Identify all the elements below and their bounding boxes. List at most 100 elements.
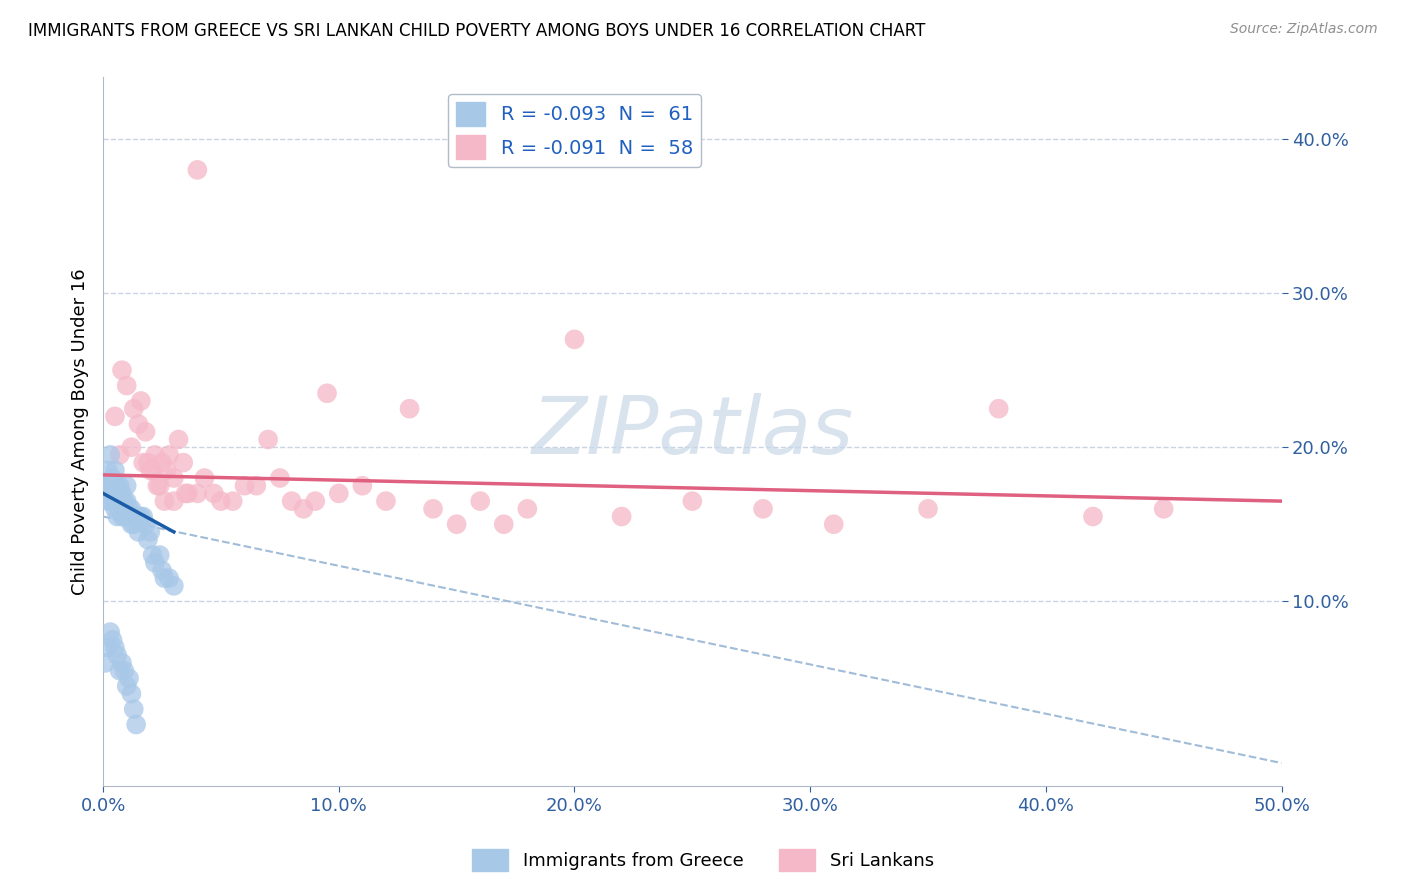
Point	[108, 486, 131, 500]
Point	[328, 486, 350, 500]
Point	[122, 702, 145, 716]
Point	[135, 425, 157, 439]
Point	[129, 394, 152, 409]
Point	[280, 494, 302, 508]
Point	[105, 479, 128, 493]
Point	[104, 494, 127, 508]
Point	[157, 448, 180, 462]
Point	[492, 517, 515, 532]
Point	[115, 679, 138, 693]
Point	[118, 509, 141, 524]
Point	[108, 501, 131, 516]
Point	[127, 524, 149, 539]
Point	[104, 463, 127, 477]
Point	[115, 494, 138, 508]
Point	[105, 509, 128, 524]
Point	[233, 479, 256, 493]
Point	[149, 548, 172, 562]
Point	[112, 664, 135, 678]
Point	[101, 471, 124, 485]
Point	[111, 494, 134, 508]
Point	[125, 509, 148, 524]
Point	[987, 401, 1010, 416]
Point	[186, 486, 208, 500]
Point	[127, 417, 149, 431]
Point	[111, 486, 134, 500]
Point	[115, 509, 138, 524]
Point	[172, 456, 194, 470]
Point	[129, 509, 152, 524]
Point	[752, 501, 775, 516]
Point	[304, 494, 326, 508]
Point	[98, 625, 121, 640]
Point	[120, 517, 142, 532]
Point	[97, 494, 120, 508]
Point	[118, 501, 141, 516]
Point	[94, 479, 117, 493]
Point	[98, 448, 121, 462]
Point	[222, 494, 245, 508]
Point	[135, 517, 157, 532]
Point	[156, 463, 179, 477]
Point	[398, 401, 420, 416]
Legend: Immigrants from Greece, Sri Lankans: Immigrants from Greece, Sri Lankans	[465, 842, 941, 879]
Point	[245, 479, 267, 493]
Point	[142, 548, 165, 562]
Point	[101, 632, 124, 647]
Text: IMMIGRANTS FROM GREECE VS SRI LANKAN CHILD POVERTY AMONG BOYS UNDER 16 CORRELATI: IMMIGRANTS FROM GREECE VS SRI LANKAN CHI…	[28, 22, 925, 40]
Point	[118, 671, 141, 685]
Point	[422, 501, 444, 516]
Point	[104, 409, 127, 424]
Point	[470, 494, 492, 508]
Point	[97, 640, 120, 655]
Point	[108, 664, 131, 678]
Point	[142, 463, 165, 477]
Point	[125, 717, 148, 731]
Point	[122, 401, 145, 416]
Point	[112, 494, 135, 508]
Point	[122, 517, 145, 532]
Point	[316, 386, 339, 401]
Point	[115, 479, 138, 493]
Point	[143, 556, 166, 570]
Point	[136, 456, 159, 470]
Point	[101, 486, 124, 500]
Point	[132, 456, 155, 470]
Point	[516, 501, 538, 516]
Point	[108, 479, 131, 493]
Point	[112, 509, 135, 524]
Point	[120, 440, 142, 454]
Point	[1153, 501, 1175, 516]
Point	[111, 363, 134, 377]
Point	[150, 564, 173, 578]
Point	[823, 517, 845, 532]
Point	[153, 571, 176, 585]
Point	[163, 494, 186, 508]
Point	[681, 494, 703, 508]
Text: Source: ZipAtlas.com: Source: ZipAtlas.com	[1230, 22, 1378, 37]
Point	[105, 648, 128, 663]
Point	[917, 501, 939, 516]
Point	[122, 509, 145, 524]
Point	[193, 471, 215, 485]
Point	[202, 486, 225, 500]
Point	[132, 509, 155, 524]
Point	[127, 509, 149, 524]
Point	[120, 687, 142, 701]
Point	[139, 524, 162, 539]
Point	[1081, 509, 1104, 524]
Point	[101, 479, 124, 493]
Y-axis label: Child Poverty Among Boys Under 16: Child Poverty Among Boys Under 16	[72, 268, 89, 595]
Point	[292, 501, 315, 516]
Point	[139, 463, 162, 477]
Point	[120, 501, 142, 516]
Point	[94, 656, 117, 670]
Point	[143, 448, 166, 462]
Point	[446, 517, 468, 532]
Point	[352, 479, 374, 493]
Point	[104, 501, 127, 516]
Point	[98, 479, 121, 493]
Point	[167, 433, 190, 447]
Point	[257, 433, 280, 447]
Point	[97, 463, 120, 477]
